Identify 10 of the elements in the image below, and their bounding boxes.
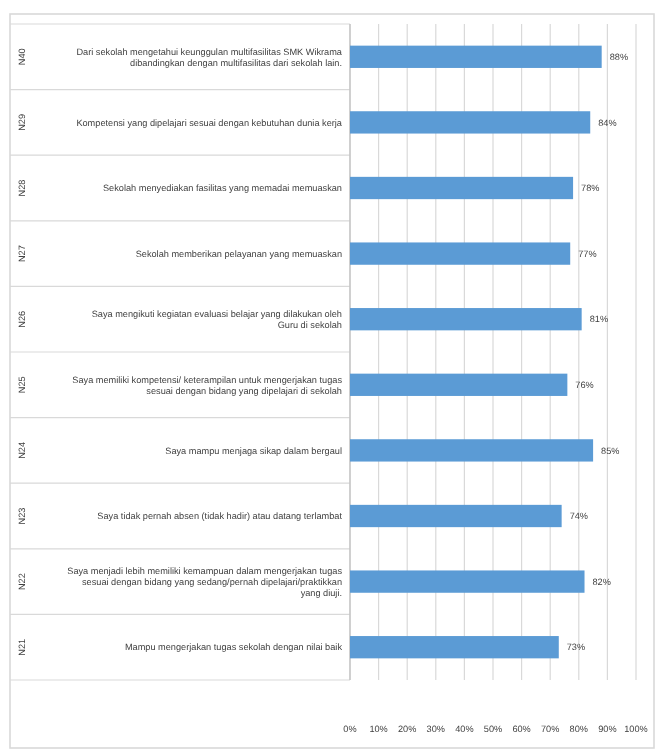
bar	[350, 111, 591, 134]
bar	[350, 45, 602, 68]
bar	[350, 439, 594, 462]
bar	[350, 308, 582, 331]
bar	[350, 176, 574, 200]
bar	[350, 570, 585, 593]
bar	[350, 504, 562, 528]
bar	[350, 242, 571, 265]
bar	[350, 373, 568, 396]
bar	[350, 636, 559, 659]
